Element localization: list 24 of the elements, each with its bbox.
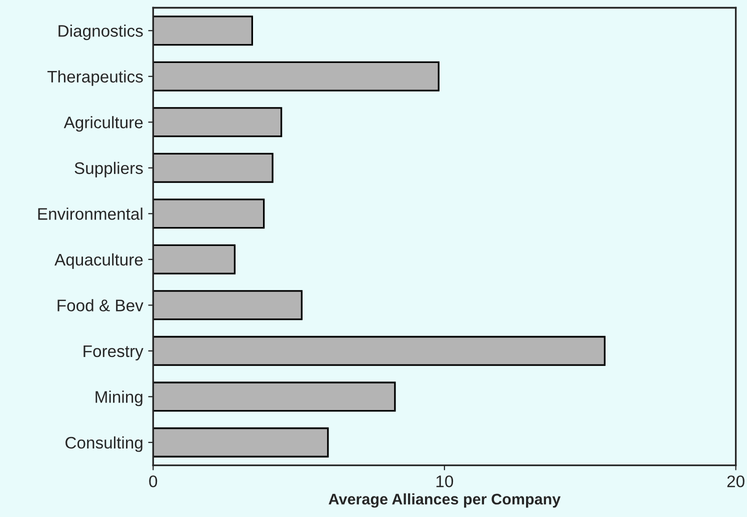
- bar: [153, 244, 236, 274]
- y-tick-label: Suppliers: [74, 162, 143, 178]
- bar: [153, 152, 274, 183]
- y-tick-label: Environmental: [38, 208, 142, 220]
- x-tick-label: 0: [149, 475, 158, 488]
- y-tick-label: Diagnostics: [58, 24, 143, 40]
- x-axis-title: Average Alliances per Company: [328, 493, 561, 508]
- bar: [153, 290, 303, 320]
- y-tick-label: Food & Bev: [58, 299, 144, 312]
- y-tick-label: Aquaculture: [54, 253, 143, 269]
- bar: [153, 61, 440, 92]
- bar: [153, 427, 329, 458]
- x-tick-label: 10: [436, 475, 454, 488]
- bar: [153, 107, 282, 138]
- y-tick-label: Mining: [96, 390, 142, 406]
- bar: [153, 336, 606, 366]
- y-tick-label: Therapeutics: [47, 70, 143, 86]
- x-tick-label: 20: [727, 475, 744, 488]
- bar: [153, 16, 254, 46]
- y-tick-label: Agriculture: [64, 116, 143, 132]
- y-tick-label: Consulting: [66, 436, 142, 452]
- y-tick-label: Forestry: [84, 345, 144, 360]
- bar: [153, 198, 265, 229]
- bar: [153, 382, 396, 412]
